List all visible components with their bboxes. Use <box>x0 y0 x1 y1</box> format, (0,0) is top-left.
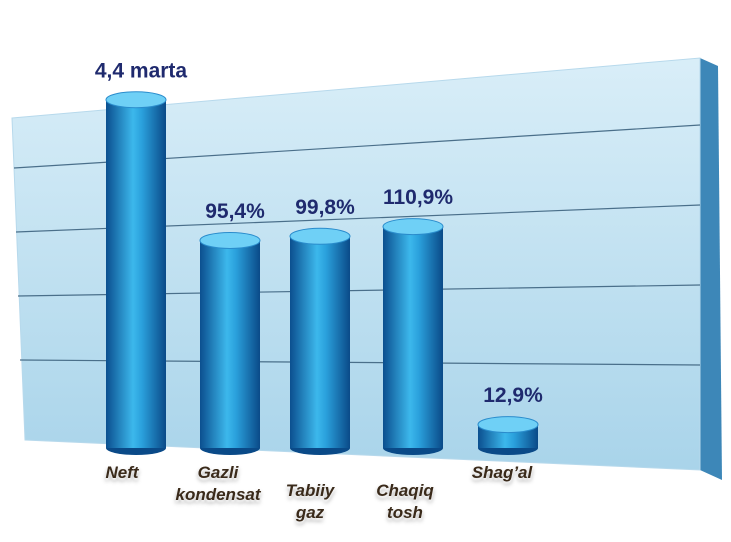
value-label: 95,4% <box>205 200 265 223</box>
bar-cap <box>105 91 167 109</box>
bar-cap <box>289 227 351 245</box>
wall-side <box>700 58 722 480</box>
x-tick-label: Chaqiq tosh <box>376 481 434 522</box>
bar <box>200 240 260 448</box>
value-label: 12,9% <box>483 384 543 407</box>
x-tick-label: Tabiiy gaz <box>285 481 335 522</box>
bar <box>383 226 443 448</box>
wall <box>11 57 701 471</box>
bar <box>106 99 166 449</box>
bar <box>290 236 350 448</box>
value-label: 4,4 marta <box>95 59 188 82</box>
value-label: 99,8% <box>295 196 355 219</box>
x-tick-label: Shag’al <box>471 463 533 482</box>
bar-cap <box>199 231 261 249</box>
x-tick-label: Neft <box>105 463 139 482</box>
bar-cap <box>477 416 539 434</box>
value-label: 110,9% <box>383 186 453 209</box>
bar-cap <box>382 218 444 236</box>
x-tick-label: Gazli kondensat <box>175 463 261 504</box>
